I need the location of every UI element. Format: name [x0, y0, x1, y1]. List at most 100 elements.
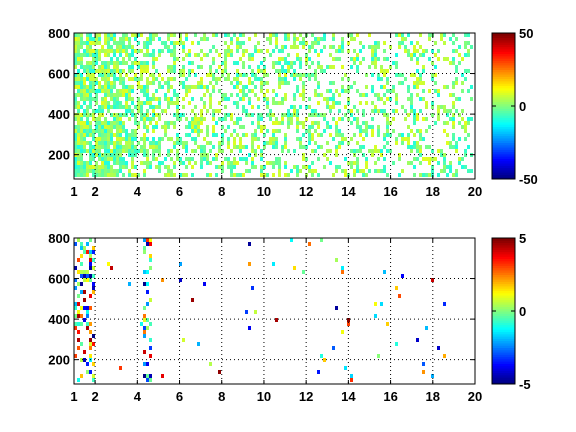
heatmap-cell [425, 157, 428, 161]
heatmap-cell [143, 169, 146, 173]
heatmap-cell [272, 137, 275, 141]
heatmap-cell [254, 49, 257, 53]
heatmap-cell [152, 81, 155, 85]
heatmap-cell [98, 85, 101, 89]
heatmap-cell [152, 113, 155, 117]
heatmap-cell [308, 137, 311, 141]
heatmap-cell [143, 314, 146, 318]
heatmap-cell [98, 81, 101, 85]
heatmap-cell [416, 157, 419, 161]
heatmap-cell [440, 149, 443, 153]
heatmap-cell [98, 37, 101, 41]
heatmap-cell [296, 85, 299, 89]
heatmap-cell [464, 149, 467, 153]
heatmap-cell [230, 165, 233, 169]
heatmap-cell [272, 113, 275, 117]
heatmap-cell [401, 37, 404, 41]
heatmap-cell [401, 41, 404, 45]
heatmap-cell [83, 173, 86, 177]
heatmap-cell [152, 49, 155, 53]
heatmap-cell [281, 149, 284, 153]
heatmap-cell [98, 57, 101, 61]
heatmap-cell [170, 121, 173, 125]
heatmap-cell [296, 173, 299, 177]
heatmap-cell [287, 125, 290, 129]
heatmap-cell [449, 161, 452, 165]
heatmap-cell [137, 81, 140, 85]
heatmap-cell [287, 109, 290, 113]
heatmap-cell [296, 57, 299, 61]
heatmap-cell [110, 73, 113, 77]
heatmap-cell [80, 169, 83, 173]
heatmap-cell [431, 149, 434, 153]
heatmap-cell [299, 145, 302, 149]
heatmap-cell [137, 105, 140, 109]
colorbar-swatch [492, 35, 515, 39]
colorbar-swatch [492, 374, 515, 378]
heatmap-cell [83, 278, 86, 282]
x-tick-label: 18 [426, 184, 440, 199]
heatmap-cell [86, 141, 89, 145]
heatmap-cell [305, 73, 308, 77]
heatmap-cell [374, 61, 377, 65]
heatmap-cell [95, 97, 98, 101]
heatmap-cell [149, 165, 152, 169]
heatmap-cell [152, 61, 155, 65]
heatmap-cell [179, 262, 182, 266]
heatmap-cell [425, 49, 428, 53]
heatmap-cell [260, 85, 263, 89]
heatmap-cell [92, 37, 95, 41]
colorbar-swatch [492, 276, 515, 280]
heatmap-cell [182, 73, 185, 77]
heatmap-cell [470, 45, 473, 49]
heatmap-cell [200, 153, 203, 157]
heatmap-cell [95, 49, 98, 53]
heatmap-cell [74, 129, 77, 133]
heatmap-cell [272, 49, 275, 53]
heatmap-cell [206, 161, 209, 165]
heatmap-cell [125, 161, 128, 165]
heatmap-cell [74, 93, 77, 97]
heatmap-cell [86, 173, 89, 177]
heatmap-cell [74, 266, 77, 270]
heatmap-cell [410, 41, 413, 45]
heatmap-cell [434, 81, 437, 85]
heatmap-cell [419, 109, 422, 113]
heatmap-cell [197, 133, 200, 137]
heatmap-cell [422, 49, 425, 53]
heatmap-cell [92, 117, 95, 121]
heatmap-cell [365, 133, 368, 137]
heatmap-cell [122, 93, 125, 97]
colorbar-swatch [492, 78, 515, 82]
heatmap-cell [221, 117, 224, 121]
heatmap-cell [239, 57, 242, 61]
heatmap-cell [212, 157, 215, 161]
heatmap-cell [152, 105, 155, 109]
heatmap-cell [341, 37, 344, 41]
heatmap-cell [383, 49, 386, 53]
heatmap-cell [410, 73, 413, 77]
heatmap-cell [83, 358, 86, 362]
heatmap-cell [374, 45, 377, 49]
heatmap-cell [362, 137, 365, 141]
heatmap-cell [263, 73, 266, 77]
heatmap-cell [119, 61, 122, 65]
heatmap-cell [446, 165, 449, 169]
heatmap-cell [77, 338, 80, 342]
heatmap-cell [455, 169, 458, 173]
heatmap-cell [404, 77, 407, 81]
heatmap-cell [170, 101, 173, 105]
heatmap-cell [146, 53, 149, 57]
heatmap-cell [149, 141, 152, 145]
heatmap-cell [281, 101, 284, 105]
heatmap-cell [401, 169, 404, 173]
heatmap-cell [413, 173, 416, 177]
heatmap-cell [362, 45, 365, 49]
heatmap-cell [335, 149, 338, 153]
heatmap-cell [287, 37, 290, 41]
heatmap-cell [296, 45, 299, 49]
heatmap-cell [308, 57, 311, 61]
y-tick-label: 200 [48, 353, 70, 368]
heatmap-cell [116, 113, 119, 117]
heatmap-cell [410, 57, 413, 61]
